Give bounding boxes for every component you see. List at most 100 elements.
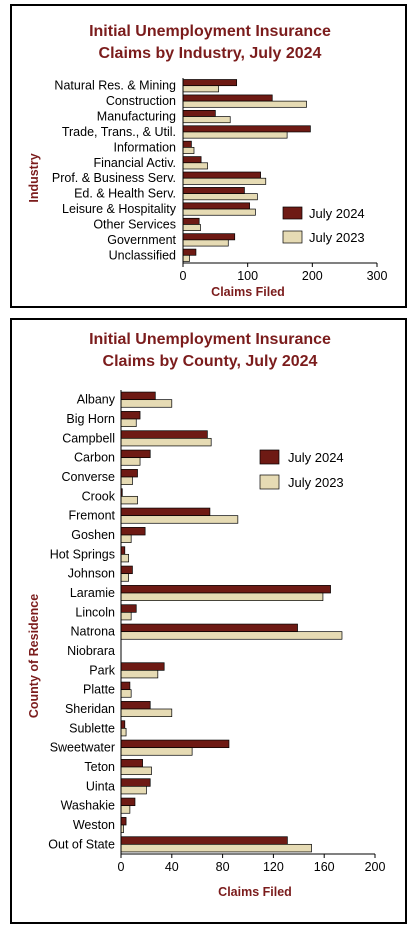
bar-sheridan-july-2024	[120, 701, 151, 710]
legend-swatch-july-2023	[259, 474, 280, 490]
category-label-hot-springs: Hot Springs	[50, 547, 115, 561]
category-label-fremont: Fremont	[68, 509, 115, 523]
bar-sublette-july-2024	[120, 720, 126, 729]
bar-fremont-july-2024	[120, 507, 211, 517]
category-label-financial-activ: Financial Activ.	[94, 156, 176, 170]
bar-ed-health-serv-july-2024	[182, 187, 245, 194]
x-tick-label: 300	[367, 269, 388, 283]
x-axis-label: Claims Filed	[218, 885, 292, 899]
bar-johnson-july-2024	[120, 565, 133, 575]
bar-hot-springs-july-2024	[120, 546, 126, 555]
x-tick-label: 0	[118, 860, 125, 874]
chart-title-line-2: Claims by County, July 2024	[103, 353, 318, 370]
category-label-big-horn: Big Horn	[66, 412, 115, 426]
bar-albany-july-2023	[120, 399, 173, 408]
bar-government-july-2024	[182, 233, 236, 241]
category-label-crook: Crook	[82, 489, 116, 503]
bar-prof-business-serv-july-2024	[182, 171, 261, 179]
bar-manufacturing-july-2024	[182, 109, 216, 117]
bar-converse-july-2024	[120, 469, 138, 478]
bar-out-of-state-july-2024	[120, 836, 288, 845]
bar-natural-res-mining-july-2024	[182, 79, 238, 87]
category-label-sheridan: Sheridan	[65, 702, 115, 716]
bar-washakie-july-2024	[120, 797, 136, 807]
bar-platte-july-2023	[120, 689, 132, 698]
bar-hot-springs-july-2023	[120, 553, 129, 563]
bar-weston-july-2024	[120, 817, 127, 826]
bar-leisure-hospitality-july-2024	[182, 202, 250, 210]
legend-swatch-july-2024	[259, 449, 280, 465]
category-label-construction: Construction	[106, 94, 176, 108]
category-label-natrona: Natrona	[71, 625, 116, 639]
category-label-goshen: Goshen	[71, 528, 115, 542]
industry-chart-panel: Initial Unemployment Insurance Claims by…	[10, 4, 407, 308]
category-label-laramie: Laramie	[70, 586, 115, 600]
x-tick-label: 0	[180, 269, 187, 283]
bar-carbon-july-2024	[120, 449, 151, 459]
category-label-prof-business-serv: Prof. & Business Serv.	[52, 171, 176, 185]
bar-natrona-july-2023	[120, 631, 343, 640]
bar-government-july-2023	[182, 239, 229, 247]
category-label-sweetwater: Sweetwater	[50, 741, 115, 755]
bar-other-services-july-2023	[182, 224, 201, 232]
bar-big-horn-july-2023	[120, 418, 137, 427]
bar-sublette-july-2023	[120, 727, 127, 737]
bar-out-of-state-july-2023	[120, 843, 312, 853]
category-label-lincoln: Lincoln	[75, 605, 115, 619]
bar-trade-trans-util-july-2023	[182, 131, 288, 139]
category-label-unclassified: Unclassified	[109, 248, 176, 262]
bar-natural-res-mining-july-2023	[182, 85, 219, 93]
x-tick-label: 40	[165, 860, 179, 874]
bar-prof-business-serv-july-2023	[182, 177, 267, 185]
bar-lincoln-july-2023	[120, 611, 132, 621]
bar-sweetwater-july-2023	[120, 747, 193, 756]
x-tick-label: 100	[237, 269, 258, 283]
category-label-weston: Weston	[73, 818, 115, 832]
chart-title-line-1: Initial Unemployment Insurance	[89, 23, 331, 40]
category-label-trade-trans-util: Trade, Trans., & Util.	[62, 125, 176, 139]
bar-uinta-july-2024	[120, 778, 151, 787]
category-label-converse: Converse	[62, 470, 116, 484]
legend-label-july-2023: July 2023	[288, 475, 344, 490]
bar-albany-july-2024	[120, 391, 156, 401]
bar-johnson-july-2023	[120, 573, 129, 582]
bar-construction-july-2023	[182, 100, 307, 108]
x-tick-label: 160	[314, 860, 335, 874]
bar-ed-health-serv-july-2023	[182, 193, 258, 201]
y-axis-label: County of Residence	[27, 594, 41, 718]
bar-trade-trans-util-july-2024	[182, 125, 311, 133]
category-label-information: Information	[113, 140, 176, 154]
bar-campbell-july-2023	[120, 437, 212, 447]
bar-laramie-july-2023	[120, 592, 324, 601]
category-label-niobrara: Niobrara	[67, 644, 115, 658]
x-tick-label: 80	[216, 860, 230, 874]
category-label-ed-health-serv: Ed. & Health Serv.	[74, 187, 176, 201]
bar-unclassified-july-2024	[182, 248, 197, 256]
bar-campbell-july-2024	[120, 430, 208, 439]
bar-goshen-july-2023	[120, 534, 132, 543]
category-label-uinta: Uinta	[86, 779, 115, 793]
bar-goshen-july-2024	[120, 527, 146, 536]
bar-information-july-2024	[182, 140, 192, 148]
bar-teton-july-2024	[120, 759, 143, 768]
category-label-sublette: Sublette	[69, 721, 115, 735]
county-chart-panel: Initial Unemployment Insurance Claims by…	[10, 318, 407, 924]
bar-crook-july-2023	[120, 495, 138, 505]
category-label-other-services: Other Services	[93, 217, 176, 231]
bar-sheridan-july-2023	[120, 708, 173, 717]
category-label-natural-res-mining: Natural Res. & Mining	[54, 79, 176, 93]
legend-label-july-2024: July 2024	[288, 450, 344, 465]
bar-information-july-2023	[182, 147, 195, 154]
bar-financial-activ-july-2023	[182, 162, 208, 170]
category-label-platte: Platte	[83, 683, 115, 697]
legend-label-july-2024: July 2024	[309, 206, 365, 221]
bar-carbon-july-2023	[120, 457, 141, 466]
legend-label-july-2023: July 2023	[309, 230, 365, 245]
category-label-manufacturing: Manufacturing	[97, 110, 176, 124]
county-chart: Initial Unemployment Insurance Claims by…	[27, 331, 386, 899]
bar-fremont-july-2023	[120, 515, 239, 524]
legend-swatch-july-2024	[282, 206, 303, 220]
x-tick-label: 200	[365, 860, 386, 874]
category-label-albany: Albany	[77, 393, 116, 407]
bar-construction-july-2024	[182, 94, 273, 102]
